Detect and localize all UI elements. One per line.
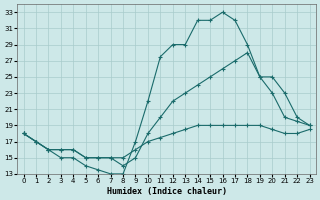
X-axis label: Humidex (Indice chaleur): Humidex (Indice chaleur) [107,187,227,196]
